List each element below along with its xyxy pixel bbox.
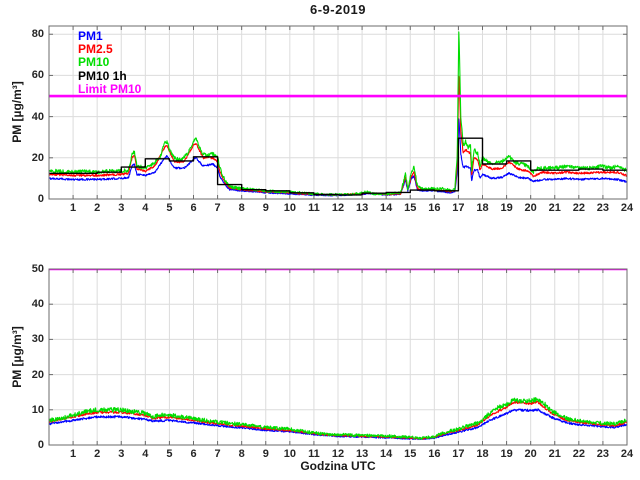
- x-tick-label: 14: [380, 448, 393, 460]
- y-tick-label: 20: [31, 368, 44, 381]
- x-tick-label: 3: [118, 202, 125, 214]
- x-tick-label: 7: [214, 202, 221, 214]
- x-tick-label: 20: [524, 448, 537, 460]
- x-tick-label: 21: [548, 448, 561, 460]
- x-tick-label: 8: [238, 202, 245, 214]
- plot-title: 6-9-2019: [309, 2, 367, 17]
- x-tick-label: 4: [142, 448, 149, 460]
- y-tick-label: 80: [31, 28, 44, 41]
- y-tick-label: 30: [31, 333, 44, 346]
- x-tick-label: 19: [500, 448, 513, 460]
- x-tick-label: 22: [572, 202, 585, 214]
- x-tick-label: 8: [238, 448, 245, 460]
- x-tick-label: 3: [118, 448, 125, 460]
- x-tick-label: 4: [142, 202, 149, 214]
- x-tick-label: 2: [94, 202, 101, 214]
- legend-item-pm10-1h: PM10 1h: [78, 68, 127, 83]
- x-tick-label: 13: [355, 202, 369, 214]
- x-tick-label: 14: [380, 202, 393, 214]
- x-tick-label: 16: [428, 202, 441, 214]
- x-tick-label: 7: [214, 448, 221, 460]
- x-tick-label: 24: [620, 202, 634, 214]
- x-tick-label: 19: [500, 202, 513, 214]
- x-tick-label: 17: [452, 202, 465, 214]
- x-tick-label: 20: [524, 202, 537, 214]
- y-tick-label: 40: [31, 110, 44, 123]
- x-tick-label: 10: [283, 202, 296, 214]
- legend-item-pm1: PM1: [78, 29, 103, 43]
- legend-item-pm10: PM10: [78, 55, 110, 70]
- x-tick-label: 13: [355, 448, 369, 460]
- legend: PM1 PM2.5 PM10 PM10 1h Limit PM10: [78, 29, 142, 96]
- x-tick-label: 6: [190, 448, 197, 460]
- legend-item-limit: Limit PM10: [78, 81, 142, 96]
- x-tick-label: 16: [428, 448, 441, 460]
- x-axis-label: Godzina UTC: [300, 459, 376, 473]
- y-tick-label: 0: [37, 193, 44, 205]
- y-tick-label: 0: [37, 439, 44, 451]
- x-tick-label: 11: [308, 448, 320, 460]
- x-tick-label: 9: [262, 448, 269, 460]
- x-tick-label: 2: [94, 448, 101, 460]
- x-tick-label: 1: [70, 448, 77, 460]
- y-tick-label: 20: [31, 151, 44, 164]
- x-tick-label: 23: [596, 202, 610, 214]
- x-tick-label: 11: [308, 202, 320, 214]
- x-tick-label: 15: [404, 202, 417, 214]
- x-tick-label: 21: [548, 202, 561, 214]
- x-tick-label: 1: [70, 202, 77, 214]
- x-tick-label: 18: [476, 448, 489, 460]
- x-tick-label: 9: [262, 202, 269, 214]
- x-tick-label: 5: [166, 448, 173, 460]
- y-tick-label: 60: [31, 69, 44, 82]
- x-tick-label: 17: [452, 448, 465, 460]
- y-tick-label: 40: [31, 298, 44, 311]
- x-tick-label: 22: [572, 448, 585, 460]
- x-tick-label: 12: [331, 202, 345, 214]
- y-tick-label: 50: [31, 263, 44, 275]
- x-tick-label: 24: [620, 448, 634, 460]
- x-tick-label: 12: [331, 448, 345, 460]
- x-tick-label: 18: [476, 202, 489, 214]
- legend-item-pm25: PM2.5: [78, 42, 113, 57]
- x-tick-label: 10: [283, 448, 296, 460]
- x-tick-label: 5: [166, 202, 173, 214]
- x-tick-label: 15: [404, 448, 417, 460]
- y-tick-label: 10: [31, 403, 44, 416]
- x-tick-label: 6: [190, 202, 197, 214]
- x-tick-label: 23: [596, 448, 610, 460]
